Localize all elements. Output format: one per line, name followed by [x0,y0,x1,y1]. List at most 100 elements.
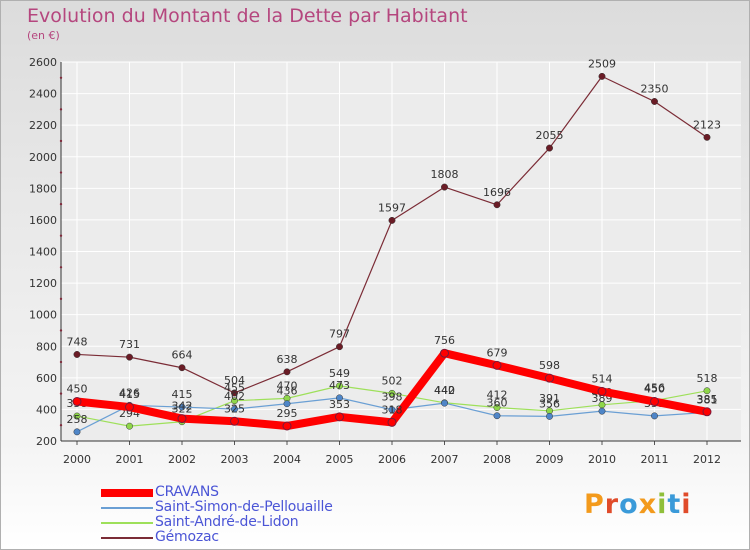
data-label-cravans: 514 [592,372,613,385]
data-label-cravans: 325 [224,402,245,415]
data-point-gemozac [546,144,553,152]
data-point-saint-simon-de-pellouaille [598,407,606,415]
data-label-gemozac: 504 [224,374,245,387]
logo-letter: P [584,489,605,520]
x-tick-label: 2002 [168,453,196,466]
data-label-saint-simon-de-pellouaille: 356 [539,397,560,410]
data-point-gemozac [283,368,291,376]
legend-label: Saint-André-de-Lidon [155,514,299,530]
data-label-saint-simon-de-pellouaille: 415 [172,388,193,401]
legend-item: Saint-Simon-de-Pellouaille [101,499,421,515]
y-tick-label: 1000 [29,309,57,322]
data-label-gemozac: 748 [67,335,88,348]
data-point-saint-andre-de-lidon [336,382,343,390]
data-label-gemozac: 1597 [378,201,406,214]
logo-letter: x [638,489,658,520]
x-tick-label: 2004 [273,453,301,466]
data-label-gemozac: 2509 [588,57,616,70]
data-label-saint-andre-de-lidon: 549 [329,367,350,380]
data-label-saint-andre-de-lidon: 470 [277,379,298,392]
data-point-gemozac [598,72,606,80]
y-tick-label: 200 [36,435,57,448]
data-label-saint-andre-de-lidon: 456 [644,382,665,395]
x-tick-label: 2009 [536,453,564,466]
data-point-gemozac [493,201,501,209]
legend-item: CRAVANS [101,484,421,500]
data-label-saint-simon-de-pellouaille: 360 [487,397,508,410]
data-label-gemozac: 1808 [431,168,459,181]
data-point-saint-andre-de-lidon [703,387,711,395]
data-point-saint-simon-de-pellouaille [231,405,238,413]
y-tick-label: 2600 [29,56,57,69]
data-point-cravans [335,412,344,422]
data-label-gemozac: 638 [277,353,298,366]
data-point-gemozac [388,216,396,224]
x-tick-label: 2012 [693,453,721,466]
data-point-saint-andre-de-lidon [493,404,501,411]
data-point-saint-simon-de-pellouaille [546,412,553,420]
x-tick-label: 2006 [378,453,406,466]
y-tick-label: 1800 [29,182,57,195]
data-point-saint-simon-de-pellouaille [73,428,81,436]
data-label-saint-andre-de-lidon: 518 [697,372,718,385]
data-label-saint-simon-de-pellouaille: 426 [119,386,140,399]
x-tick-label: 2005 [326,453,354,466]
line-chart: 200 400 600 800 1000 1200 1400 1600 1800 2000 2200… [29,56,741,466]
x-tick-label: 2008 [483,453,511,466]
data-point-saint-simon-de-pellouaille [493,412,501,420]
data-point-cravans [387,417,397,427]
data-label-cravans: 318 [382,403,403,416]
data-point-gemozac [73,351,81,358]
y-tick-label: 2000 [29,151,57,164]
legend-item: Gémozac [101,529,421,545]
data-point-saint-simon-de-pellouaille [441,399,448,407]
data-label-cravans: 450 [644,383,665,396]
legend-label: CRAVANS [155,484,219,500]
legend-swatch [101,522,153,524]
data-point-saint-andre-de-lidon [73,412,81,420]
data-point-gemozac [336,343,343,351]
data-point-cravans [125,402,134,412]
logo-letter: i [657,489,668,520]
legend-swatch [101,507,153,509]
data-label-cravans: 342 [172,400,193,413]
data-label-saint-andre-de-lidon: 502 [382,374,403,387]
legend-swatch [101,489,153,497]
data-point-cravans [440,348,449,358]
data-label-gemozac: 2350 [641,82,669,95]
y-tick-label: 1400 [29,246,57,259]
data-point-gemozac [231,389,238,397]
y-tick-label: 600 [36,372,57,385]
data-label-saint-andre-de-lidon: 442 [434,384,455,397]
logo-letter: i [681,489,692,520]
data-label-saint-simon-de-pellouaille: 473 [329,379,350,392]
data-point-saint-andre-de-lidon [126,422,133,430]
data-point-gemozac [651,98,658,105]
chart-title: Evolution du Montant de la Dette par Hab… [27,5,468,27]
proxiti-logo: Proxiti [584,489,692,520]
data-label-gemozac: 664 [172,349,193,362]
legend-item: Saint-André-de-Lidon [101,514,421,530]
legend-swatch [101,537,153,539]
data-label-saint-simon-de-pellouaille: 440 [434,384,455,397]
data-point-cravans [702,407,712,417]
data-label-gemozac: 1696 [483,186,511,199]
data-label-gemozac: 797 [329,328,350,341]
chart-legend: CRAVANS Saint-Simon-de-Pellouaille Saint-A… [101,484,421,545]
x-tick-label: 2000 [63,453,91,466]
data-point-gemozac [126,353,133,361]
data-point-saint-simon-de-pellouaille [651,412,658,420]
logo-letter: o [619,489,639,520]
data-point-saint-simon-de-pellouaille [336,394,343,402]
data-label-saint-andre-de-lidon: 391 [539,392,560,405]
data-label-cravans: 385 [697,393,718,406]
x-tick-label: 2007 [431,453,459,466]
x-tick-label: 2011 [641,453,669,466]
data-point-cravans [282,421,292,431]
data-label-cravans: 353 [329,398,350,411]
data-label-gemozac: 2055 [536,129,564,142]
data-label-saint-simon-de-pellouaille: 258 [67,413,88,426]
data-label-cravans: 679 [487,346,508,359]
data-label-saint-simon-de-pellouaille: 402 [224,390,245,403]
